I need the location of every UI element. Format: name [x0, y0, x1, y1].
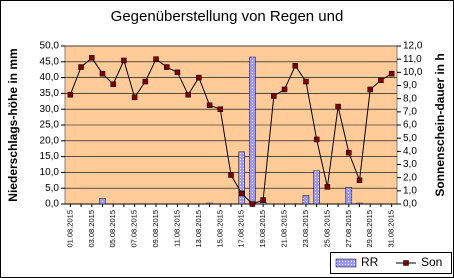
bar: [356, 202, 363, 205]
y2-tick-label: 0,0: [403, 199, 417, 210]
marker: [228, 172, 234, 178]
marker: [99, 70, 106, 77]
marker: [67, 91, 74, 98]
x-tick-label: 25.08.2015: [322, 210, 331, 248]
marker: [142, 78, 149, 85]
x-tick-label: 03.08.2015: [87, 210, 96, 248]
y-tick-label: 20,0: [40, 135, 60, 146]
marker: [378, 77, 384, 83]
marker: [131, 94, 138, 101]
y2-tick-label: 9,0: [403, 80, 417, 91]
y2-tick-label: 1,0: [403, 185, 417, 196]
bar: [249, 56, 256, 205]
y2-tick-label: 11,0: [403, 54, 422, 65]
y2-tick-label: 8,0: [403, 93, 417, 104]
marker: [388, 70, 395, 77]
y2-tick-label: 5,0: [403, 133, 417, 144]
bar: [302, 195, 310, 205]
marker: [313, 136, 320, 143]
y-axis-title: Niederschlags-höhe in mm: [6, 48, 20, 201]
bar: [345, 187, 353, 205]
marker: [217, 106, 224, 112]
legend: [330, 252, 452, 274]
y2-tick-label: 12,0: [403, 41, 423, 52]
marker: [196, 74, 202, 81]
y2-tick-label: 2,0: [403, 172, 417, 183]
bar: [206, 202, 213, 205]
x-tick-label: 07.08.2015: [130, 210, 139, 248]
marker: [260, 197, 266, 203]
marker: [238, 190, 245, 197]
marker: [367, 86, 373, 93]
marker: [249, 201, 256, 207]
y-tick-label: 15,0: [40, 151, 60, 162]
bar: [99, 198, 106, 205]
y-tick-label: 35,0: [40, 88, 60, 99]
x-tick-label: 05.08.2015: [108, 210, 117, 248]
bar: [238, 151, 245, 205]
legend-marker: [403, 260, 409, 266]
y2-tick-label: 4,0: [403, 146, 417, 157]
x-tick-label: 11.08.2015: [172, 210, 181, 247]
legend-label: RR: [361, 255, 379, 269]
marker: [163, 64, 170, 70]
x-tick-label: 19.08.2015: [258, 210, 267, 248]
marker: [356, 177, 363, 184]
x-tick-label: 23.08.2015: [301, 210, 310, 248]
x-tick-label: 15.08.2015: [215, 210, 224, 248]
y2-axis-title: Sonnenschein-dauer in h: [433, 53, 447, 196]
y-tick-label: 40,0: [40, 72, 60, 83]
marker: [281, 86, 288, 93]
x-tick-label: 13.08.2015: [194, 210, 203, 248]
y-tick-label: 25,0: [40, 120, 60, 131]
marker: [110, 81, 116, 87]
marker: [324, 184, 331, 190]
x-tick-label: 27.08.2015: [344, 210, 353, 248]
y-tick-label: 0,0: [45, 199, 59, 210]
y-tick-label: 50,0: [40, 41, 60, 52]
bar: [313, 170, 320, 205]
marker: [271, 93, 277, 99]
marker: [153, 56, 159, 62]
marker: [185, 91, 191, 98]
x-tick-label: 21.08.2015: [280, 210, 289, 248]
marker: [121, 57, 127, 64]
x-tick-label: 09.08.2015: [151, 210, 160, 248]
legend-swatch: [335, 258, 357, 268]
legend-box: [330, 252, 452, 274]
marker: [292, 63, 299, 69]
x-tick-label: 01.08.2015: [65, 210, 74, 248]
y2-tick-label: 7,0: [403, 106, 417, 117]
marker: [89, 55, 95, 61]
y-tick-label: 30,0: [40, 104, 60, 115]
y-tick-label: 45,0: [40, 56, 60, 67]
legend-label: Son: [421, 255, 442, 269]
x-tick-label: 17.08.2015: [237, 210, 246, 248]
marker: [346, 149, 352, 156]
y-tick-label: 5,0: [45, 183, 59, 194]
x-tick-label: 29.08.2015: [365, 210, 374, 248]
y2-tick-label: 10,0: [403, 67, 423, 78]
y2-tick-label: 3,0: [403, 159, 417, 170]
x-tick-label: 31.08.2015: [387, 210, 396, 248]
marker: [78, 64, 84, 70]
marker: [174, 69, 181, 76]
marker: [335, 103, 341, 110]
marker: [303, 78, 309, 85]
y-tick-label: 10,0: [40, 167, 60, 178]
y2-tick-label: 6,0: [403, 120, 417, 131]
chart-title: Gegenüberstellung von Regen und: [111, 8, 344, 25]
marker: [206, 102, 213, 108]
